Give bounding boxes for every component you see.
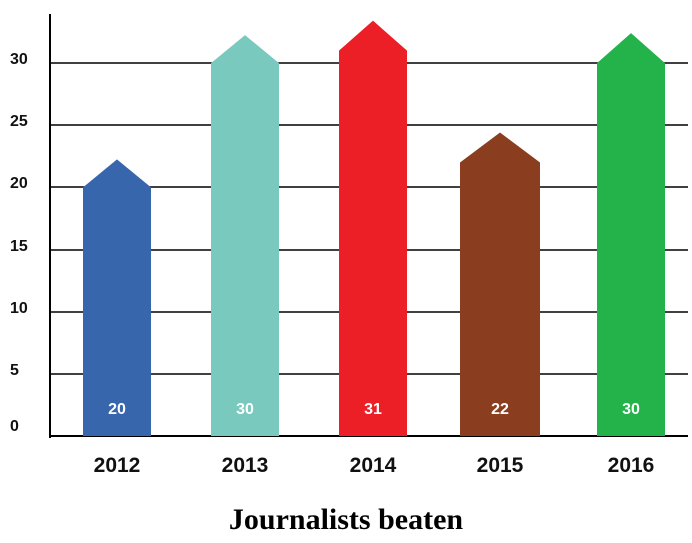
data-label: 30 (236, 401, 254, 418)
x-tick-label: 2013 (222, 454, 269, 477)
bar-2013 (211, 35, 279, 436)
x-tick-labels: 2012 2013 2014 2015 2016 (94, 454, 655, 477)
x-tick-label: 2014 (350, 454, 397, 477)
chart-title: Journalists beaten (228, 503, 464, 536)
x-tick-label: 2016 (608, 454, 655, 477)
bar-2014 (339, 20, 407, 436)
y-tick-label: 20 (10, 175, 28, 192)
y-tick-label: 5 (10, 362, 19, 379)
y-tick-label: 25 (10, 113, 28, 130)
data-label: 22 (491, 401, 509, 418)
bar-2012 (83, 159, 151, 436)
y-tick-label: 15 (10, 238, 28, 255)
bar-2015 (460, 132, 540, 437)
bar-2016 (597, 33, 665, 436)
x-tick-label: 2012 (94, 454, 141, 477)
y-tick-label: 10 (10, 300, 28, 317)
y-tick-label: 30 (10, 51, 28, 68)
x-tick-label: 2015 (477, 454, 524, 477)
y-tick-label: 0 (10, 418, 19, 435)
data-label: 30 (622, 401, 640, 418)
bars: 20 30 31 22 30 (83, 20, 665, 437)
y-tick-labels: 0 5 10 15 20 25 30 (10, 51, 28, 435)
data-label: 20 (108, 401, 126, 418)
data-label: 31 (364, 401, 382, 418)
